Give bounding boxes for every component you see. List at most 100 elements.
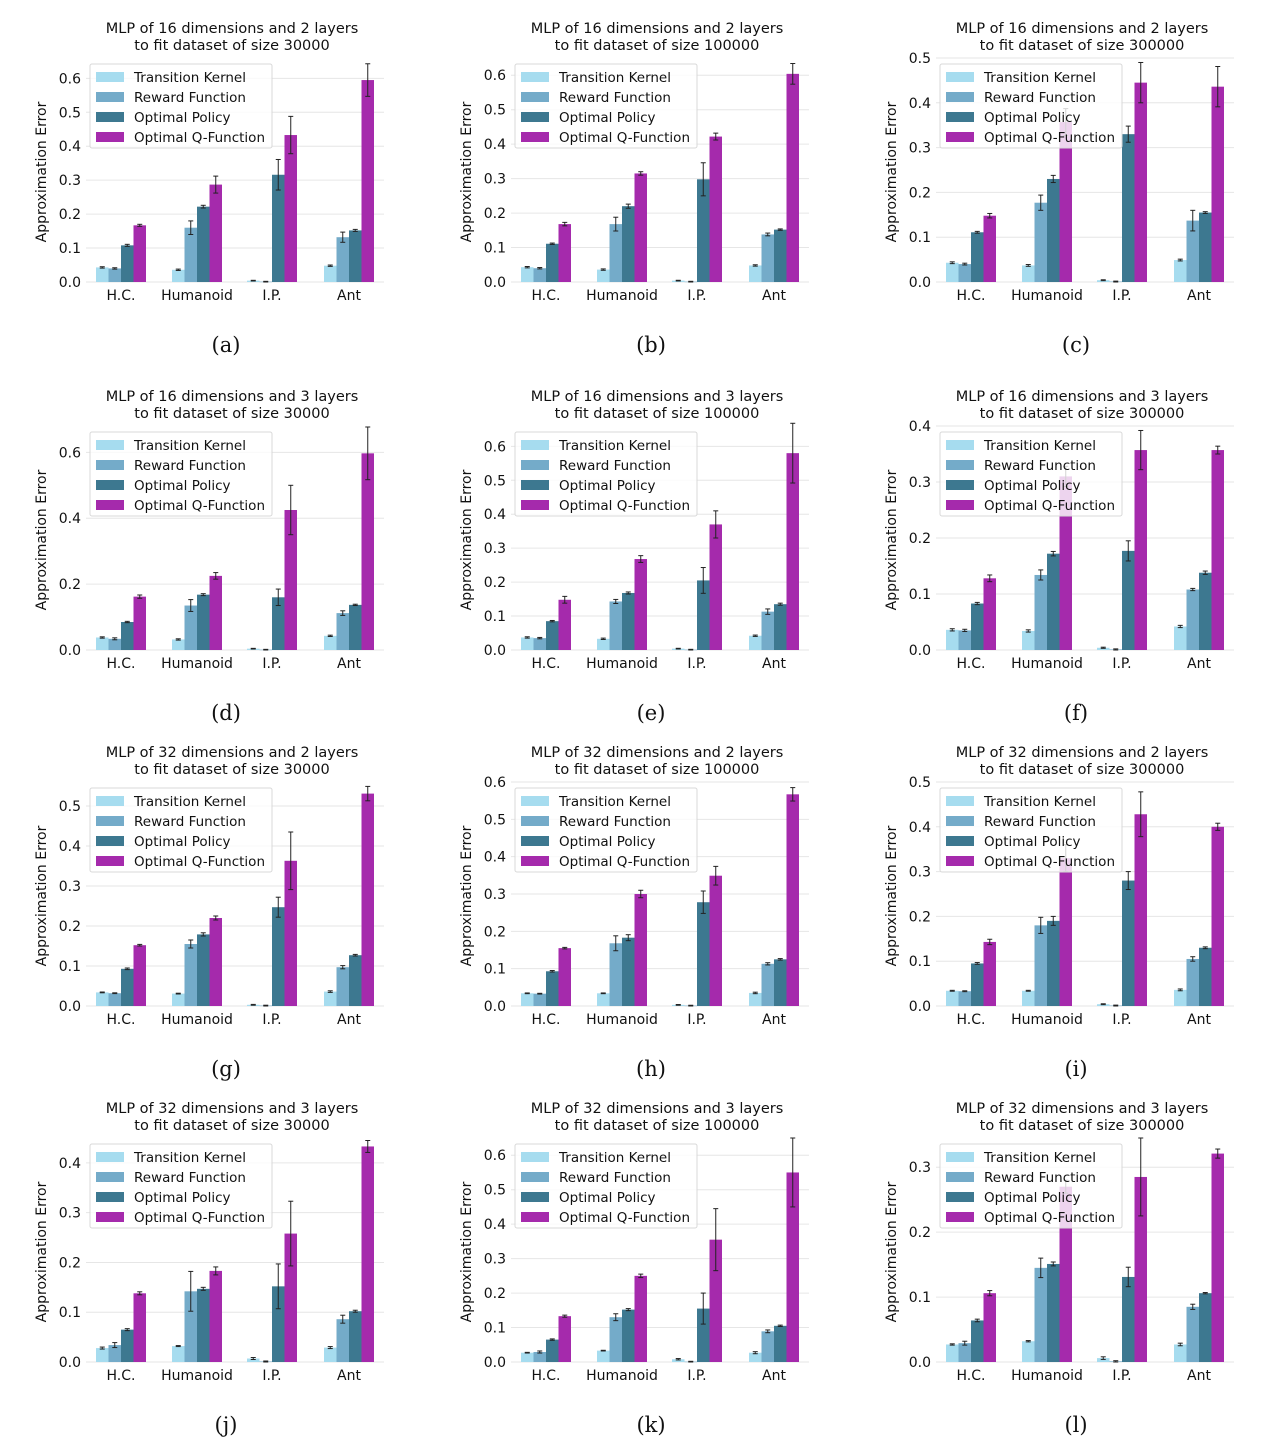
bar — [946, 629, 959, 650]
y-tick-label: 0.4 — [484, 850, 506, 866]
x-tick-label: Ant — [337, 288, 361, 304]
x-tick-label: I.P. — [1112, 1012, 1131, 1028]
y-tick-label: 0.2 — [484, 1286, 506, 1302]
x-tick-label: H.C. — [107, 1012, 136, 1028]
y-tick-label: 0.4 — [59, 1156, 81, 1172]
legend-swatch — [521, 460, 549, 470]
y-tick-label: 0.4 — [909, 96, 931, 112]
y-axis-label: Approximation Error — [34, 825, 50, 966]
bar — [533, 1352, 546, 1362]
x-tick-label: Humanoid — [586, 1368, 658, 1384]
bar — [622, 937, 635, 1006]
bar — [133, 596, 146, 650]
legend-label: Transition Kernel — [133, 438, 246, 454]
chart-title: to fit dataset of size 300000 — [980, 1118, 1185, 1134]
legend-swatch — [946, 440, 974, 450]
bar — [1174, 626, 1187, 650]
bar — [983, 578, 996, 650]
y-tick-label: 0.2 — [484, 206, 506, 222]
chart-svg: 0.0 0.1 0.2 0.3 0.4 0.5 0.6 H.C. Humanoid I.P. Ant… — [459, 389, 809, 672]
chart-title: MLP of 32 dimensions and 3 layers — [531, 1101, 784, 1117]
bar — [1022, 265, 1035, 282]
bar — [1186, 958, 1199, 1006]
chart-title: MLP of 32 dimensions and 3 layers — [956, 1101, 1209, 1117]
legend-label: Optimal Q-Function — [984, 498, 1115, 514]
legend-swatch — [946, 796, 974, 806]
bar — [697, 580, 710, 650]
bar — [521, 1352, 534, 1362]
bar — [749, 265, 762, 282]
x-tick-label: H.C. — [957, 656, 986, 672]
legend-swatch — [521, 856, 549, 866]
subfigure-caption: (c) — [1061, 333, 1091, 357]
legend-label: Transition Kernel — [558, 438, 671, 454]
bar — [121, 245, 134, 282]
legend-swatch — [521, 480, 549, 490]
bar — [108, 993, 121, 1006]
subfigure-caption: (d) — [211, 701, 241, 725]
y-axis-label: Approximation Error — [884, 1181, 900, 1322]
bar — [1122, 880, 1135, 1006]
y-tick-label: 0.0 — [909, 643, 931, 659]
legend-swatch — [946, 112, 974, 122]
x-tick-label: H.C. — [957, 1012, 986, 1028]
bar — [284, 135, 297, 282]
y-tick-label: 0.5 — [59, 105, 81, 121]
y-tick-label: 0.1 — [484, 1321, 506, 1337]
chart-panel: 0.0 0.1 0.2 0.3 0.4 0.5 0.6 H.C. Humanoid I.P. Ant… — [425, 0, 849, 362]
legend-box — [89, 431, 273, 517]
bar — [597, 638, 610, 650]
bar — [184, 605, 197, 650]
chart-title: MLP of 16 dimensions and 2 layers — [531, 21, 784, 37]
bar — [96, 267, 109, 282]
y-tick-label: 0.6 — [484, 439, 506, 455]
bar — [786, 453, 799, 650]
bar — [558, 1316, 571, 1362]
bar — [634, 894, 647, 1006]
y-tick-label: 0.3 — [909, 141, 931, 157]
legend-label: Optimal Q-Function — [984, 854, 1115, 870]
chart-title: to fit dataset of size 300000 — [980, 38, 1185, 54]
x-tick-label: Ant — [337, 1012, 361, 1028]
bar — [1174, 989, 1187, 1006]
y-tick-label: 0.5 — [909, 775, 931, 791]
x-tick-label: I.P. — [687, 288, 706, 304]
bar — [1211, 450, 1224, 650]
legend-label: Optimal Q-Function — [134, 498, 265, 514]
bar — [958, 991, 971, 1006]
legend-box — [514, 431, 698, 517]
bar — [521, 267, 534, 282]
bar — [697, 902, 710, 1006]
legend-swatch — [521, 836, 549, 846]
y-tick-label: 0.1 — [59, 241, 81, 257]
bar — [1122, 1276, 1135, 1362]
y-tick-label: 0.6 — [484, 1148, 506, 1164]
legend-label: Reward Function — [559, 814, 671, 830]
legend-swatch — [521, 816, 549, 826]
bar — [209, 918, 222, 1006]
bar — [184, 1291, 197, 1362]
bar — [121, 622, 134, 650]
bar — [324, 1347, 337, 1362]
y-tick-label: 0.3 — [484, 541, 506, 557]
y-tick-label: 0.1 — [484, 962, 506, 978]
y-tick-label: 0.3 — [59, 173, 81, 189]
bar — [1199, 212, 1212, 282]
chart-svg: 0.0 0.1 0.2 0.3 0.4 0.5 H.C. Humanoid I.P. Ant App… — [34, 745, 384, 1028]
x-tick-label: H.C. — [107, 1368, 136, 1384]
bar — [184, 227, 197, 282]
chart-panel: 0.0 0.1 0.2 0.3 0.4 0.5 0.6 H.C. Humanoid I.P. Ant… — [425, 368, 849, 730]
bar — [184, 944, 197, 1006]
bar — [597, 1350, 610, 1362]
y-axis-label: Approximation Error — [459, 101, 475, 242]
y-axis-label: Approximation Error — [459, 825, 475, 966]
bar — [749, 1352, 762, 1362]
bar — [172, 639, 185, 650]
y-tick-label: 0.4 — [59, 139, 81, 155]
legend-swatch — [946, 1152, 974, 1162]
legend-box — [514, 63, 698, 149]
legend-swatch — [96, 112, 124, 122]
bar — [533, 993, 546, 1006]
y-tick-label: 0.0 — [909, 1355, 931, 1371]
x-tick-label: H.C. — [107, 656, 136, 672]
